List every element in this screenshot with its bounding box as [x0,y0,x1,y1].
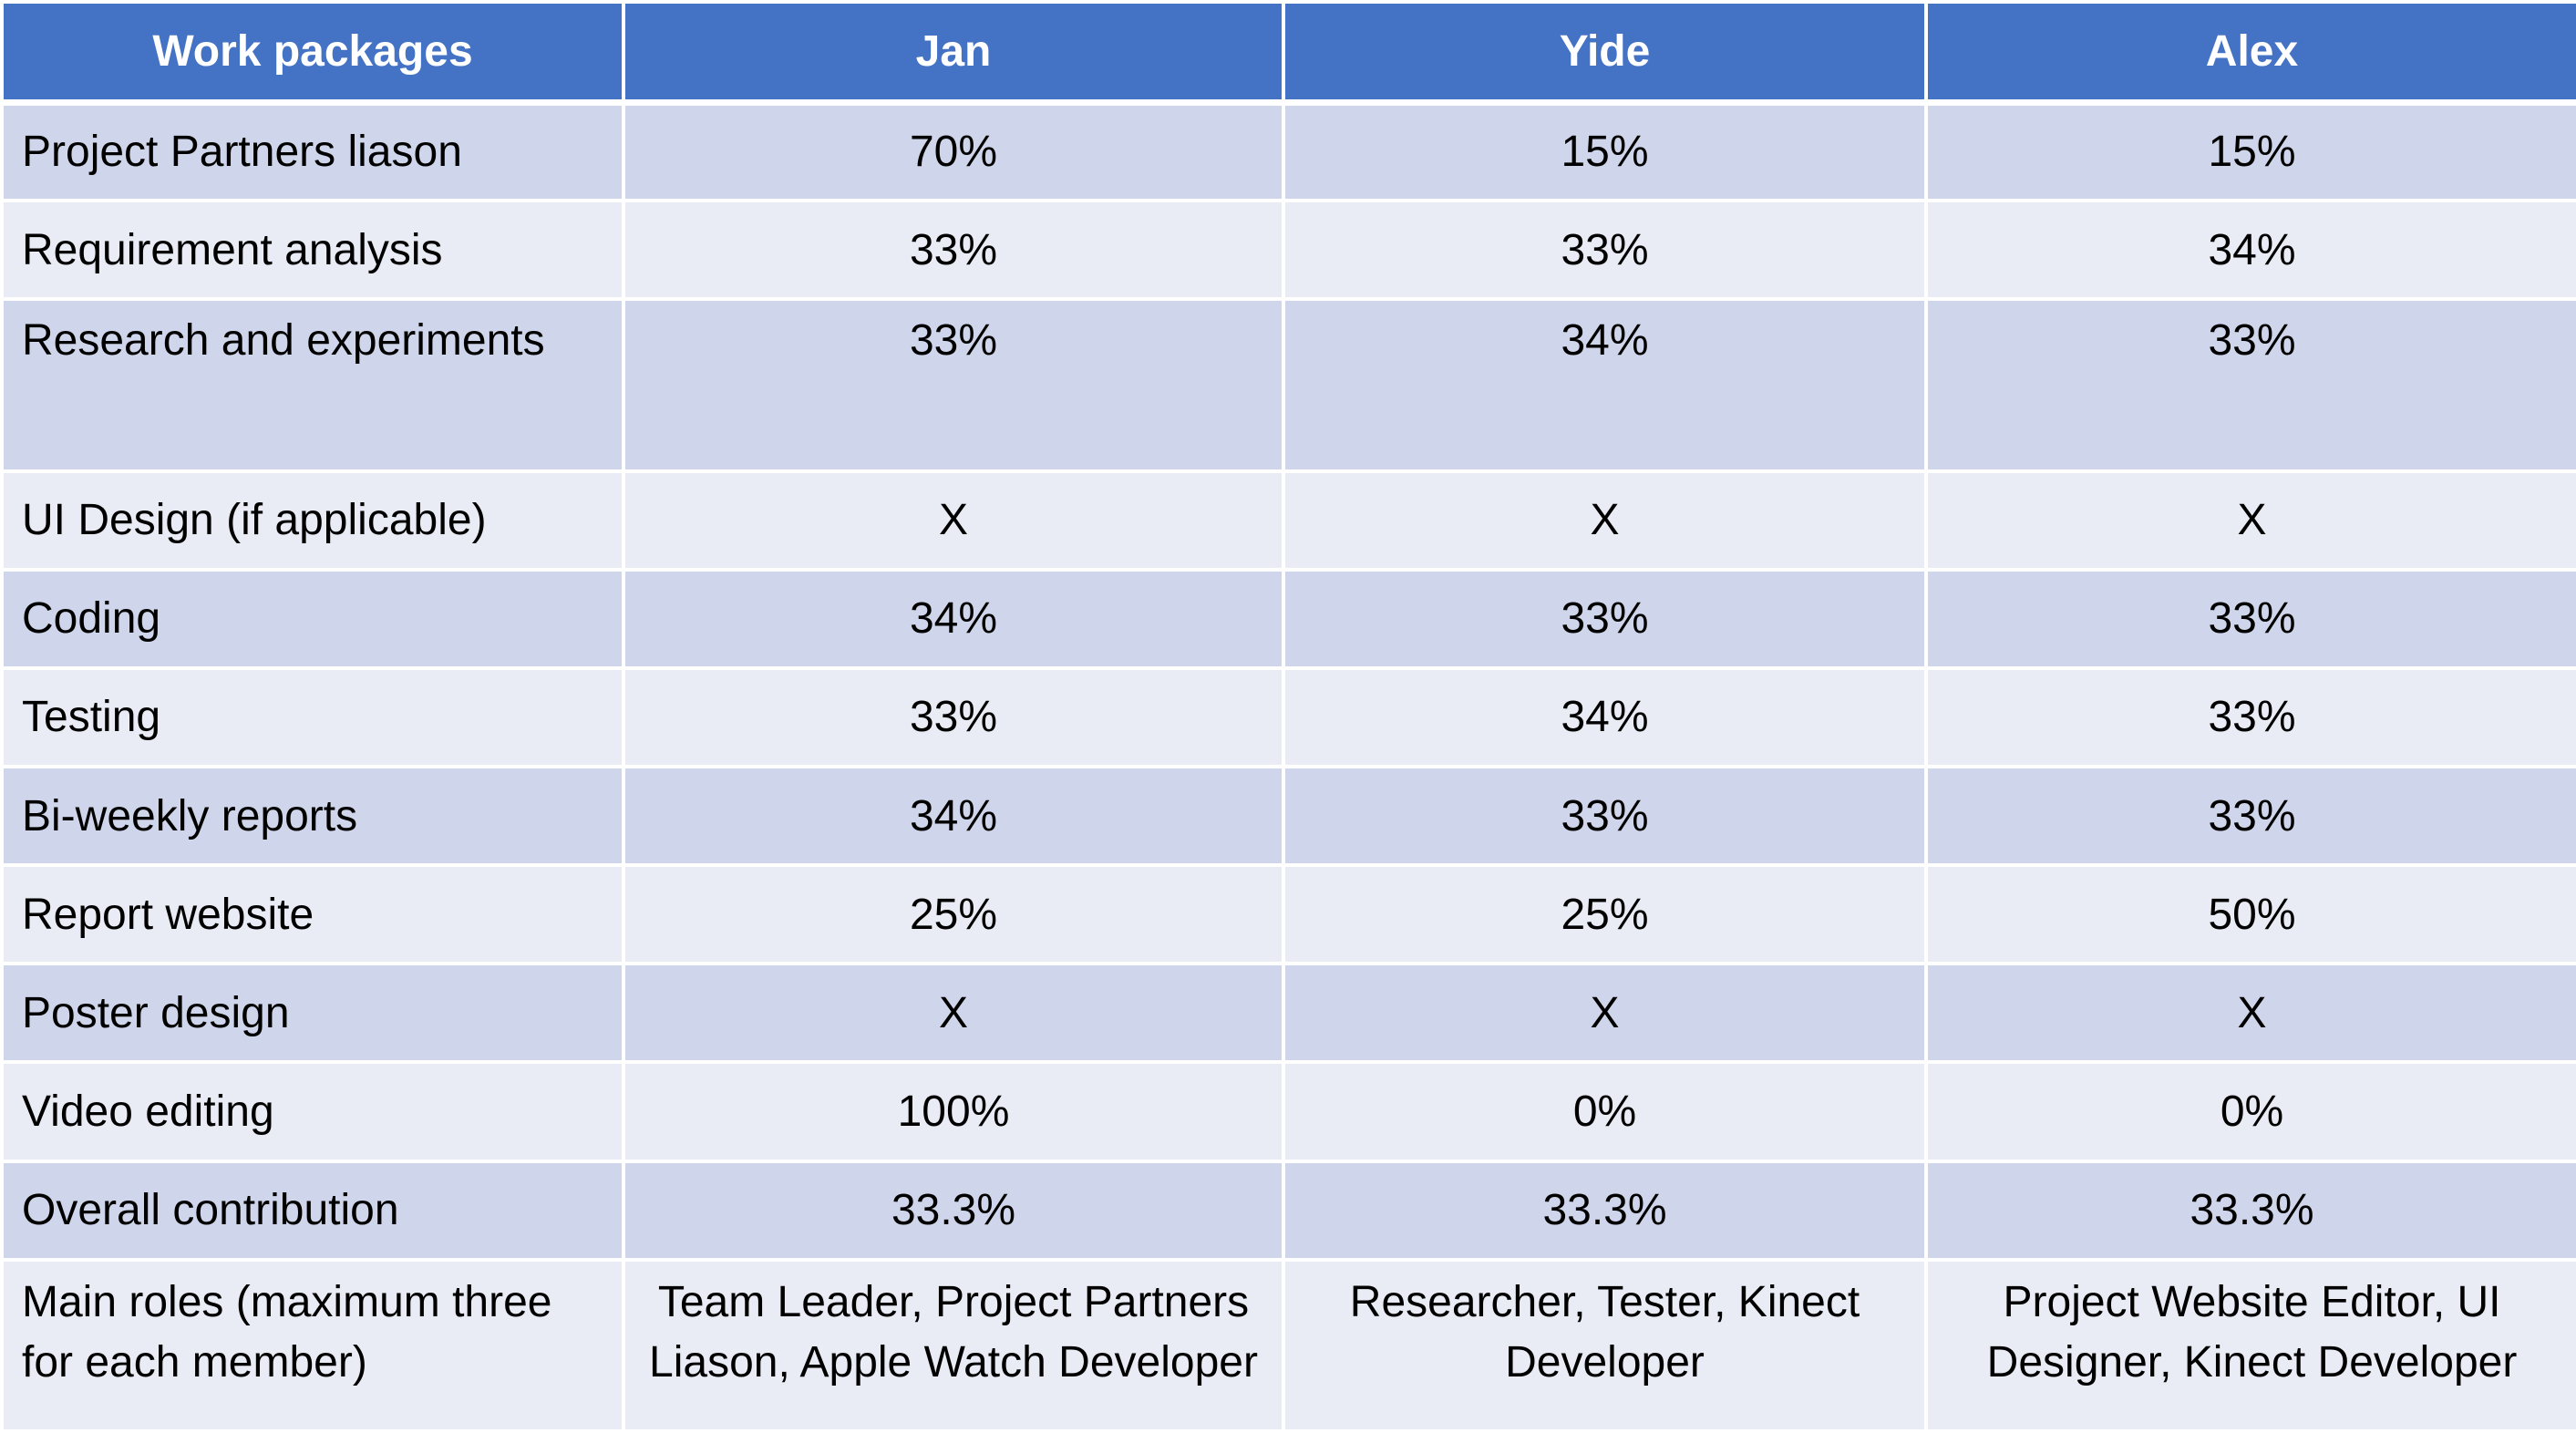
row-label: Main roles (maximum three for each membe… [0,1257,625,1433]
header-row: Work packages Jan Yide Alex [0,0,2576,106]
cell-jan: 33% [622,665,1285,768]
table-row: Testing 33% 34% 33% [0,665,2576,768]
header-jan: Jan [622,0,1285,106]
cell-yide: X [1282,962,1928,1065]
cell-yide: 33.3% [1282,1159,1928,1262]
row-label: Testing [0,665,625,768]
table-row: Coding 34% 33% 33% [0,567,2576,670]
cell-yide: 34% [1282,297,1928,473]
cell-jan: 70% [622,99,1285,203]
table-row: Requirement analysis 33% 33% 34% [0,199,2576,302]
table-row: Project Partners liason 70% 15% 15% [0,99,2576,203]
row-label: Project Partners liason [0,99,625,203]
cell-yide: 33% [1282,567,1928,670]
cell-yide: 33% [1282,764,1928,868]
header-work-packages: Work packages [0,0,625,106]
table-row: Main roles (maximum three for each membe… [0,1257,2576,1433]
cell-yide: 33% [1282,199,1928,302]
table-row: UI Design (if applicable) X X X [0,469,2576,572]
cell-jan: 25% [622,863,1285,966]
cell-yide: 0% [1282,1060,1928,1163]
cell-alex: X [1924,962,2576,1065]
cell-jan: 33% [622,199,1285,302]
cell-yide: 25% [1282,863,1928,966]
header-yide: Yide [1282,0,1928,106]
cell-jan: 34% [622,764,1285,868]
cell-alex: 33% [1924,665,2576,768]
row-label: Video editing [0,1060,625,1163]
row-label: Bi-weekly reports [0,764,625,868]
row-label: Report website [0,863,625,966]
cell-yide: Researcher, Tester, Kinect Developer [1282,1257,1928,1433]
cell-jan: 33% [622,297,1285,473]
cell-alex: 0% [1924,1060,2576,1163]
row-label: Poster design [0,962,625,1065]
cell-jan: Team Leader, Project Partners Liason, Ap… [622,1257,1285,1433]
table-row: Poster design X X X [0,962,2576,1065]
table-row: Bi-weekly reports 34% 33% 33% [0,764,2576,868]
table-row: Report website 25% 25% 50% [0,863,2576,966]
table-row: Research and experiments 33% 34% 33% [0,297,2576,473]
row-label: Overall contribution [0,1159,625,1262]
cell-alex: Project Website Editor, UI Designer, Kin… [1924,1257,2576,1433]
cell-jan: X [622,962,1285,1065]
cell-jan: X [622,469,1285,572]
cell-alex: X [1924,469,2576,572]
row-label: Research and experiments [0,297,625,473]
cell-jan: 34% [622,567,1285,670]
cell-yide: 34% [1282,665,1928,768]
cell-yide: X [1282,469,1928,572]
header-alex: Alex [1924,0,2576,106]
cell-alex: 33.3% [1924,1159,2576,1262]
row-label: Requirement analysis [0,199,625,302]
cell-alex: 50% [1924,863,2576,966]
cell-yide: 15% [1282,99,1928,203]
cell-alex: 33% [1924,764,2576,868]
row-label: UI Design (if applicable) [0,469,625,572]
cell-alex: 33% [1924,567,2576,670]
row-label: Coding [0,567,625,670]
table-row: Video editing 100% 0% 0% [0,1060,2576,1163]
cell-jan: 33.3% [622,1159,1285,1262]
cell-alex: 15% [1924,99,2576,203]
cell-jan: 100% [622,1060,1285,1163]
cell-alex: 34% [1924,199,2576,302]
cell-alex: 33% [1924,297,2576,473]
table-row: Overall contribution 33.3% 33.3% 33.3% [0,1159,2576,1262]
